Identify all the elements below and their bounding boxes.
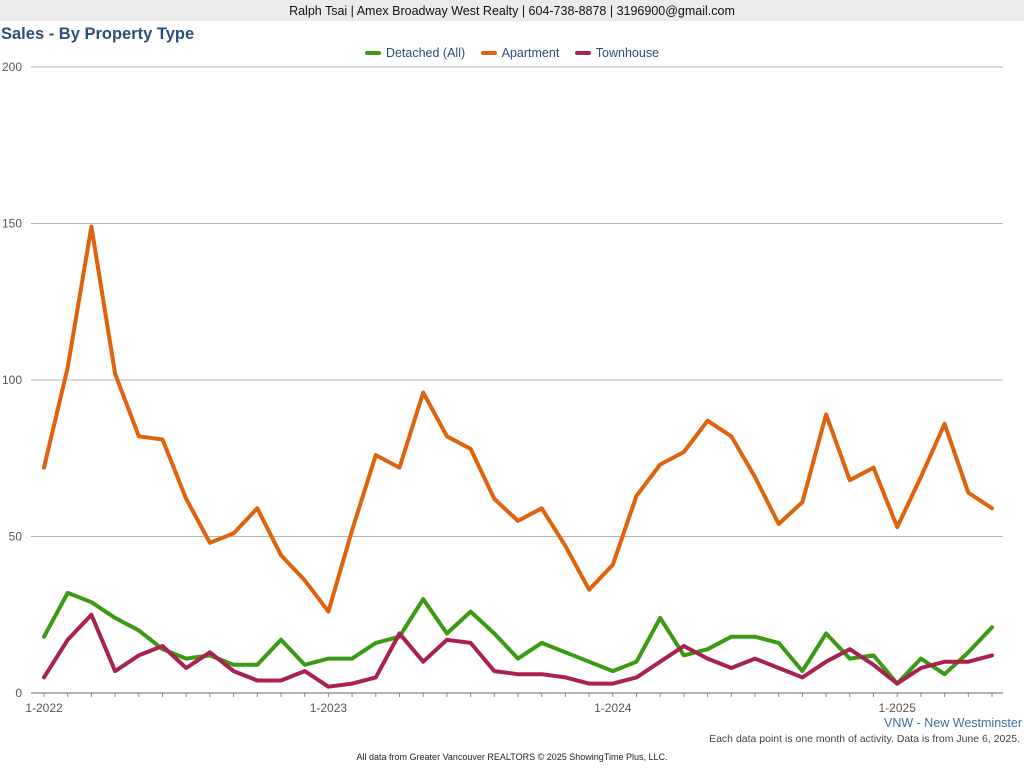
y-tick-label-100: 100 [2, 373, 22, 387]
contact-text: Ralph Tsai | Amex Broadway West Realty |… [289, 4, 735, 18]
y-tick-label-150: 150 [2, 217, 22, 231]
legend-label-apartment: Apartment [501, 46, 560, 60]
legend-item-apartment[interactable]: Apartment [480, 46, 560, 60]
chart-title: Sales - By Property Type [1, 25, 195, 43]
legend-swatch-apartment [480, 50, 497, 55]
contact-header: Ralph Tsai | Amex Broadway West Realty |… [0, 0, 1024, 21]
x-tick-label-1-2024: 1-2024 [594, 701, 632, 715]
legend-item-detached[interactable]: Detached (All) [364, 46, 466, 60]
x-tick-label-1-2023: 1-2023 [310, 701, 348, 715]
y-tick-label-50: 50 [9, 530, 23, 544]
y-tick-label-200: 200 [2, 60, 22, 74]
legend-swatch-townhouse [574, 50, 591, 55]
series-line-townhouse [42, 612, 994, 689]
series-line-apartment [42, 224, 994, 614]
y-tick-label-0: 0 [15, 686, 22, 700]
x-tick-label-1-2022: 1-2022 [25, 701, 63, 715]
chart-legend: Detached (All) Apartment Townhouse [0, 46, 1024, 60]
legend-swatch-detached [364, 50, 381, 55]
legend-label-detached: Detached (All) [385, 46, 466, 60]
legend-item-townhouse[interactable]: Townhouse [574, 46, 660, 60]
legend-label-townhouse: Townhouse [595, 46, 660, 60]
x-tick-label-1-2025: 1-2025 [879, 701, 917, 715]
data-credit: All data from Greater Vancouver REALTORS… [356, 752, 668, 762]
data-note: Each data point is one month of activity… [709, 733, 1020, 745]
region-label: VNW - New Westminster [884, 716, 1022, 730]
